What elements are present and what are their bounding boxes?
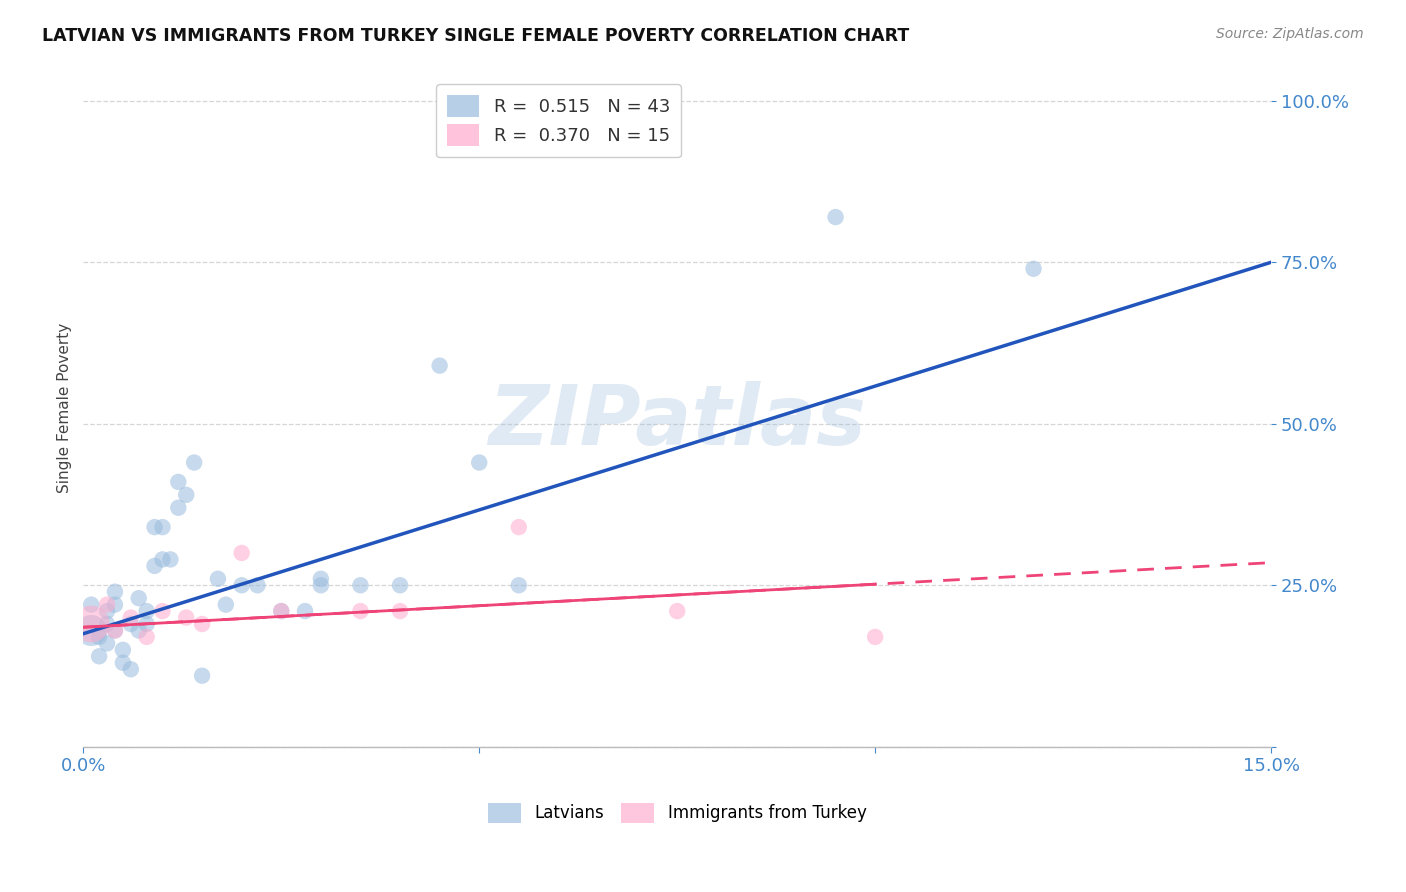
Point: [111, 656, 134, 670]
Point: [80, 624, 103, 638]
Point: [389, 578, 412, 592]
Point: [1022, 261, 1045, 276]
Point: [104, 624, 127, 638]
Text: LATVIAN VS IMMIGRANTS FROM TURKEY SINGLE FEMALE POVERTY CORRELATION CHART: LATVIAN VS IMMIGRANTS FROM TURKEY SINGLE…: [42, 27, 910, 45]
Point: [246, 578, 269, 592]
Point: [96, 617, 118, 632]
Point: [128, 624, 150, 638]
Y-axis label: Single Female Poverty: Single Female Poverty: [58, 323, 72, 492]
Point: [167, 500, 190, 515]
Point: [231, 546, 253, 560]
Point: [191, 668, 214, 682]
Point: [174, 488, 197, 502]
Point: [104, 598, 127, 612]
Point: [309, 578, 332, 592]
Point: [429, 359, 451, 373]
Point: [152, 604, 174, 618]
Point: [128, 591, 150, 606]
Point: [96, 604, 118, 618]
Point: [120, 617, 142, 632]
Point: [309, 572, 332, 586]
Point: [824, 210, 846, 224]
Point: [89, 630, 111, 644]
Point: [349, 604, 371, 618]
Point: [104, 624, 127, 638]
Point: [120, 610, 142, 624]
Point: [231, 578, 253, 592]
Point: [135, 617, 157, 632]
Point: [508, 520, 530, 534]
Point: [863, 630, 886, 644]
Point: [111, 643, 134, 657]
Point: [207, 572, 229, 586]
Legend: Latvians, Immigrants from Turkey: Latvians, Immigrants from Turkey: [488, 803, 866, 823]
Point: [270, 604, 292, 618]
Point: [389, 604, 412, 618]
Point: [104, 584, 127, 599]
Point: [215, 598, 238, 612]
Point: [96, 598, 118, 612]
Point: [80, 617, 103, 632]
Point: [191, 617, 214, 632]
Point: [152, 520, 174, 534]
Point: [96, 636, 118, 650]
Point: [135, 604, 157, 618]
Text: Source: ZipAtlas.com: Source: ZipAtlas.com: [1216, 27, 1364, 41]
Point: [508, 578, 530, 592]
Point: [80, 598, 103, 612]
Point: [270, 604, 292, 618]
Point: [468, 456, 491, 470]
Point: [174, 610, 197, 624]
Point: [159, 552, 181, 566]
Point: [666, 604, 689, 618]
Point: [183, 456, 205, 470]
Text: ZIPatlas: ZIPatlas: [488, 381, 866, 462]
Point: [120, 662, 142, 676]
Point: [135, 630, 157, 644]
Point: [167, 475, 190, 489]
Point: [152, 552, 174, 566]
Point: [143, 558, 166, 573]
Point: [143, 520, 166, 534]
Point: [294, 604, 316, 618]
Point: [89, 649, 111, 664]
Point: [349, 578, 371, 592]
